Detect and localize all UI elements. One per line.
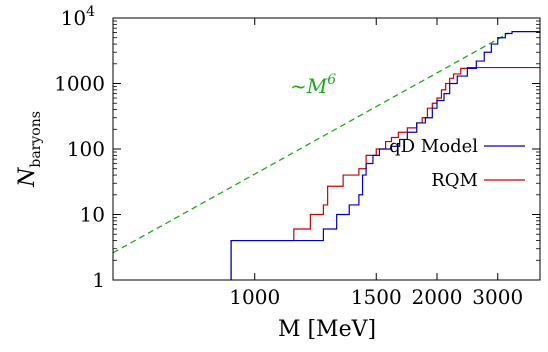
y-tick-label-10: 10: [80, 203, 105, 227]
scaling-annotation: ~M6: [290, 72, 336, 98]
legend-label-qd-model: qD Model: [389, 136, 478, 157]
scaling-annotation-exponent: 6: [327, 72, 336, 88]
y-axis-title-sub: baryons: [28, 111, 44, 168]
ticks-layer: 1000 1500 2000 3000 1 10 100 1000 104: [54, 4, 540, 309]
y-tick-label-exponent: 4: [86, 4, 95, 20]
series-layer: [113, 31, 540, 280]
legend: qD Model RQM: [389, 136, 525, 191]
x-tick-label-1000: 1000: [229, 285, 280, 309]
series-line--m-6: [113, 32, 510, 254]
x-tick-label-3000: 3000: [472, 285, 523, 309]
y-axis-title-main: N: [15, 167, 40, 188]
legend-label-rqm: RQM: [431, 170, 478, 191]
y-axis-title: Nbaryons: [15, 111, 44, 188]
x-tick-label-1500: 1500: [351, 285, 402, 309]
y-tick-label-1: 1: [92, 268, 105, 292]
y-tick-label-1000: 1000: [54, 72, 105, 96]
y-tick-label-100: 100: [67, 137, 105, 161]
series-line-rqm: [230, 66, 540, 280]
x-axis-title: M [MeV]: [278, 317, 376, 342]
x-tick-label-2000: 2000: [412, 285, 463, 309]
svg-text:Nbaryons: Nbaryons: [15, 111, 44, 188]
y-tick-label-10000: 104: [61, 4, 95, 30]
series-line-qd-model: [230, 31, 540, 280]
scaling-annotation-base: ~M: [290, 74, 328, 98]
